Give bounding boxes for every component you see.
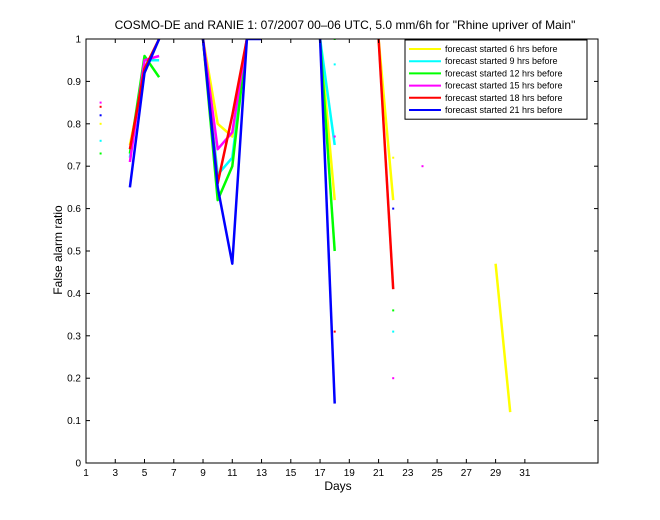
series-3-line-1 [201,39,249,151]
legend-box [404,39,588,120]
x-tick-label-0: 1 [83,468,89,479]
y-tick-label-10: 1 [75,35,81,46]
series-1-point-1 [333,63,336,66]
series-2-line-1 [201,39,249,202]
y-tick-label-7: 0.7 [67,162,81,173]
series-5-point-0 [99,114,102,117]
legend-label-5: forecast started 21 hrs before [445,105,563,115]
series-2 [99,39,424,312]
y-tick-label-8: 0.8 [67,119,81,130]
series-4-line-2 [377,39,395,290]
legend-label-2: forecast started 12 hrs before [445,68,563,78]
x-tick-label-1: 3 [112,468,118,479]
y-tick-label-9: 0.9 [67,77,81,88]
legend-label-3: forecast started 15 hrs before [445,81,563,91]
series-2-point-0 [99,152,102,155]
legend-label-4: forecast started 18 hrs before [445,93,563,103]
series-1-point-2 [392,330,395,333]
x-tick-label-3: 7 [171,468,177,479]
y-tick-label-3: 0.3 [67,331,81,342]
series-3 [99,39,424,380]
series-0-line-4 [494,263,512,413]
series-2-point-2 [392,309,395,312]
x-tick-label-12: 25 [432,468,444,479]
y-tick-label-4: 0.4 [67,289,81,300]
series-0-point-1 [392,156,395,159]
x-tick-label-13: 27 [461,468,473,479]
series-3-point-2 [392,377,395,380]
series-5-line-0 [128,39,161,188]
y-tick-label-5: 0.5 [67,247,81,258]
x-tick-label-7: 15 [285,468,297,479]
series-5-point-1 [392,207,395,210]
x-tick-label-9: 19 [344,468,356,479]
x-tick-label-8: 17 [314,468,326,479]
x-tick-label-10: 21 [373,468,385,479]
x-tick-label-11: 23 [402,468,414,479]
x-tick-label-6: 13 [256,468,268,479]
legend: forecast started 6 hrs before forecast st… [404,39,588,120]
series-4-point-0 [99,105,102,108]
y-axis: 0 0.1 0.2 0.3 0.4 0.5 0.6 0.7 0.8 0.9 1 [67,35,598,470]
series-3-point-3 [421,165,424,168]
series-3-point-0 [99,101,102,104]
x-tick-label-5: 11 [227,468,238,479]
plot-content [99,39,512,413]
x-axis-label: Days [324,479,351,493]
y-axis-label: False alarm ratio [51,205,65,295]
y-tick-label-6: 0.6 [67,204,81,215]
y-tick-label-2: 0.2 [67,374,81,385]
x-tick-label-2: 5 [142,468,148,479]
series-0-point-0 [99,122,102,125]
series-4-point-1 [333,330,336,333]
series-5-line-1 [201,39,262,265]
series-3-point-1 [333,135,336,138]
series-4 [99,39,424,333]
series-1-point-0 [99,139,102,142]
chart-title: COSMO-DE and RANIE 1: 07/2007 00–06 UTC,… [115,18,576,32]
x-tick-label-14: 29 [490,468,502,479]
series-5 [99,39,424,404]
legend-label-1: forecast started 9 hrs before [445,56,558,66]
y-tick-label-0: 0 [75,459,81,470]
legend-label-0: forecast started 6 hrs before [445,44,558,54]
x-axis: 1 3 5 7 9 11 13 15 17 19 21 23 25 27 29 31 [83,39,531,479]
series-1 [99,39,424,333]
series-5-line-2 [318,39,336,404]
y-tick-label-1: 0.1 [67,416,81,427]
x-tick-label-15: 31 [519,468,531,479]
x-tick-label-4: 9 [200,468,206,479]
